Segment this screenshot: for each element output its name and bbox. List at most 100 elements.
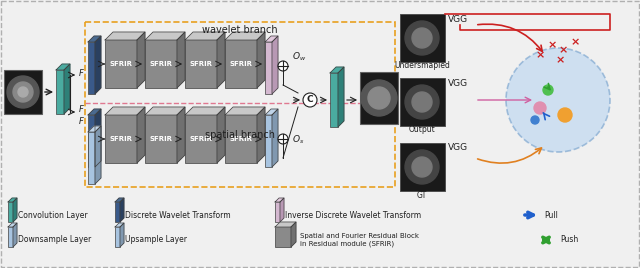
Text: SFRIR: SFRIR [150, 136, 173, 142]
Polygon shape [185, 107, 225, 115]
Text: $O_w$: $O_w$ [292, 51, 307, 63]
Polygon shape [265, 109, 278, 115]
FancyBboxPatch shape [330, 73, 338, 127]
Polygon shape [120, 198, 124, 222]
Polygon shape [280, 198, 284, 222]
Circle shape [558, 108, 572, 122]
Circle shape [412, 157, 432, 177]
Text: VGG: VGG [448, 143, 468, 152]
Circle shape [405, 150, 439, 184]
Polygon shape [88, 126, 101, 132]
Text: Spatial and Fourier Residual Block
in Residual module (SFRIR): Spatial and Fourier Residual Block in Re… [300, 233, 419, 247]
Polygon shape [257, 107, 265, 163]
Text: ×: × [558, 45, 568, 55]
FancyBboxPatch shape [145, 115, 177, 163]
FancyBboxPatch shape [105, 115, 137, 163]
Polygon shape [225, 32, 265, 40]
Text: SFRIR: SFRIR [150, 61, 173, 67]
Text: GT: GT [417, 191, 427, 199]
Text: ×: × [570, 37, 580, 47]
Polygon shape [145, 107, 185, 115]
Text: F: F [79, 117, 84, 126]
Text: wavelet branch: wavelet branch [202, 25, 278, 35]
Polygon shape [88, 109, 101, 115]
Circle shape [405, 21, 439, 55]
Polygon shape [265, 36, 278, 42]
Text: SFRIR: SFRIR [230, 61, 253, 67]
Polygon shape [8, 198, 17, 202]
Text: Output: Output [408, 125, 435, 135]
Polygon shape [95, 109, 101, 167]
Circle shape [13, 82, 33, 102]
FancyBboxPatch shape [225, 40, 257, 88]
FancyBboxPatch shape [88, 115, 95, 167]
FancyBboxPatch shape [185, 115, 217, 163]
Circle shape [506, 48, 610, 152]
FancyBboxPatch shape [88, 42, 95, 94]
Polygon shape [120, 223, 124, 247]
FancyBboxPatch shape [225, 115, 257, 163]
Text: SFRIR: SFRIR [189, 136, 212, 142]
FancyBboxPatch shape [185, 40, 217, 88]
Polygon shape [64, 64, 70, 114]
Circle shape [7, 76, 39, 108]
FancyBboxPatch shape [115, 202, 120, 222]
FancyBboxPatch shape [400, 143, 445, 191]
FancyBboxPatch shape [265, 115, 272, 167]
FancyBboxPatch shape [400, 78, 445, 126]
Text: SFRIR: SFRIR [109, 136, 132, 142]
FancyBboxPatch shape [8, 202, 13, 222]
Polygon shape [13, 223, 17, 247]
Text: Undersmapled: Undersmapled [394, 61, 450, 70]
Polygon shape [272, 36, 278, 94]
FancyBboxPatch shape [115, 227, 120, 247]
Text: SFRIR: SFRIR [189, 61, 212, 67]
Text: VGG: VGG [448, 80, 468, 88]
FancyBboxPatch shape [8, 227, 13, 247]
Polygon shape [257, 32, 265, 88]
Text: F: F [79, 106, 84, 114]
Text: $O_s$: $O_s$ [292, 134, 304, 146]
Polygon shape [95, 126, 101, 184]
Polygon shape [330, 67, 344, 73]
Text: Convolution Layer: Convolution Layer [18, 210, 88, 219]
FancyBboxPatch shape [360, 72, 398, 124]
FancyBboxPatch shape [275, 202, 280, 222]
Text: SFRIR: SFRIR [109, 61, 132, 67]
Polygon shape [225, 107, 265, 115]
Polygon shape [8, 223, 17, 227]
Text: Upsample Layer: Upsample Layer [125, 236, 187, 244]
Circle shape [534, 102, 546, 114]
Circle shape [278, 61, 288, 71]
Polygon shape [291, 222, 296, 247]
Polygon shape [272, 109, 278, 167]
Text: ×: × [556, 55, 564, 65]
Text: Downsample Layer: Downsample Layer [18, 236, 92, 244]
Polygon shape [137, 107, 145, 163]
Circle shape [531, 116, 539, 124]
Polygon shape [95, 36, 101, 94]
Polygon shape [185, 32, 225, 40]
FancyBboxPatch shape [88, 132, 95, 184]
Circle shape [405, 85, 439, 119]
Circle shape [361, 80, 397, 116]
Circle shape [278, 134, 288, 144]
Text: Discrete Wavelet Transform: Discrete Wavelet Transform [125, 210, 230, 219]
FancyBboxPatch shape [400, 14, 445, 62]
Polygon shape [177, 107, 185, 163]
Polygon shape [105, 32, 145, 40]
Polygon shape [145, 32, 185, 40]
Circle shape [368, 87, 390, 109]
Polygon shape [115, 198, 124, 202]
Text: Pull: Pull [544, 210, 558, 219]
Polygon shape [56, 64, 70, 70]
Polygon shape [275, 222, 296, 227]
Text: VGG: VGG [448, 16, 468, 24]
Circle shape [543, 85, 553, 95]
Polygon shape [217, 107, 225, 163]
Polygon shape [88, 36, 101, 42]
FancyBboxPatch shape [56, 70, 64, 114]
Text: F: F [79, 69, 84, 77]
Text: ×: × [547, 40, 557, 50]
Text: spatial branch: spatial branch [205, 130, 275, 140]
